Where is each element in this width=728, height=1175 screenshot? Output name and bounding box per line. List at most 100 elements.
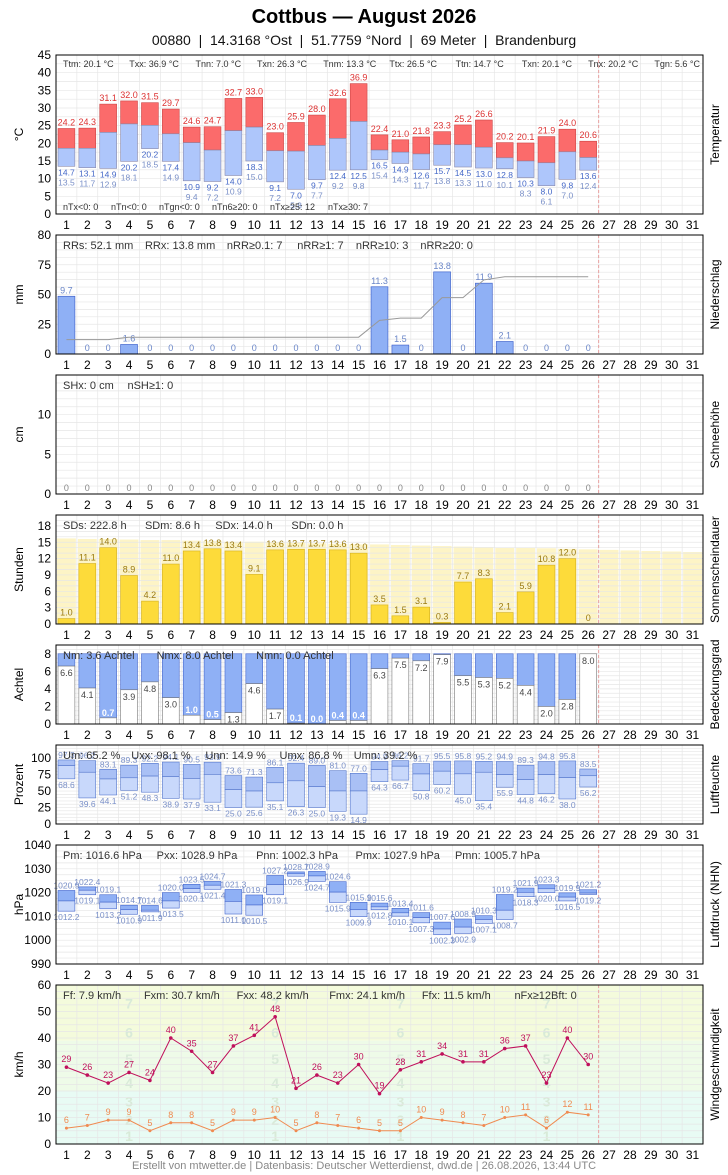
hum-upper-bar	[99, 768, 117, 780]
pres-xtick-label: 19	[435, 968, 449, 982]
sun-ytick-label: 3	[44, 601, 51, 615]
pres-upper-bar	[162, 892, 180, 902]
wind-bft-label: 2	[396, 1112, 404, 1128]
snow-label: 0	[460, 483, 465, 493]
temp-ytick-label: 0	[44, 207, 51, 221]
cloud-clear-bar	[475, 653, 493, 678]
pres-max-label: 1019.1	[95, 885, 121, 895]
hum-max-label: 91.7	[413, 754, 430, 764]
temp-max-label: 25.2	[454, 114, 472, 124]
sun-possible-bar	[390, 544, 410, 624]
hum-min-label: 14.9	[350, 815, 367, 825]
hum-lower-bar	[495, 774, 514, 788]
temp-stat: Ttx: 26.5 °C	[389, 59, 437, 69]
cloud-label: 3.9	[123, 692, 136, 702]
hum-min-label: 60.2	[434, 785, 451, 795]
pres-xtick-label: 21	[477, 968, 491, 982]
wind-xtick-label: 21	[477, 1148, 491, 1162]
pres-max-label: 1023.3	[533, 875, 559, 885]
hum-upper-bar	[412, 763, 430, 775]
temp-xtick-label: 30	[665, 218, 679, 232]
cloud-clear-bar	[370, 653, 389, 669]
hum-lower-bar	[370, 769, 389, 782]
wind-stat: nFx≥12Bft: 0	[514, 990, 576, 1002]
wind-ytick-label: 20	[38, 1084, 52, 1098]
wind-mean-point	[503, 1116, 507, 1119]
rain-stat: nRR≥0.1: 7	[227, 240, 283, 252]
temp-max-label: 33.0	[246, 86, 264, 96]
sun-bar	[224, 550, 243, 625]
cloud-label: 6.6	[60, 668, 73, 678]
wind-xtick-label: 4	[126, 1148, 133, 1162]
temp-max-label: 32.7	[225, 87, 243, 97]
wind-mean-label: 8	[168, 1110, 173, 1120]
rain-frame	[55, 234, 704, 355]
sun-ytick-label: 18	[38, 519, 52, 533]
pres-ytick-label: 1010	[24, 909, 51, 923]
pres-xtick-label: 7	[188, 968, 195, 982]
rain-xtick-label: 27	[602, 358, 616, 372]
temp-frame	[55, 54, 704, 215]
hum-ylabel: Prozent	[12, 763, 26, 805]
sun-label: 13.4	[183, 540, 201, 550]
pres-max-label: 1014.7	[116, 895, 142, 905]
rain-ylabel: mm	[12, 285, 26, 305]
hum-min-label: 35.1	[267, 802, 284, 812]
pres-stat: Pnn: 1002.3 hPa	[256, 850, 339, 862]
cloud-stat: Nmx: 8.0 Achtel	[157, 650, 234, 662]
temp-stat: Txn: 20.1 °C	[522, 59, 573, 69]
wind-gust-point	[168, 1036, 173, 1040]
temp-min-bar	[495, 157, 514, 170]
hum-max-label: 89.0	[309, 755, 326, 765]
hum-lower-bar	[182, 778, 201, 800]
rain-xtick-label: 2	[84, 358, 91, 372]
wind-gust-label: 24	[145, 1067, 155, 1077]
snow-label: 0	[565, 483, 570, 493]
wind-xtick-label: 27	[602, 1148, 616, 1162]
rain-xtick-label: 3	[105, 358, 112, 372]
cloud-xtick-label: 29	[644, 728, 658, 742]
sun-xtick-label: 26	[582, 628, 596, 642]
snow-label: 0	[168, 483, 173, 493]
rain-side-title: Niederschlag	[708, 259, 722, 329]
cloud-clear-bar	[391, 653, 410, 659]
pres-upper-bar	[475, 915, 493, 920]
wind-stat: Ffx: 11.5 km/h	[422, 990, 491, 1002]
pres-stat: Pxx: 1028.9 hPa	[157, 850, 239, 862]
hum-min-label: 56.2	[580, 788, 597, 798]
wind-mean-point	[273, 1116, 277, 1119]
temp-min-bar	[203, 149, 222, 182]
hum-upper-bar	[224, 775, 243, 790]
temp-ytick-label: 35	[38, 83, 52, 97]
temp-xtick-label: 1	[63, 218, 70, 232]
temp-tgn-label: 13.5	[58, 177, 75, 187]
pres-min-label: 1019.1	[262, 896, 288, 906]
rain-xtick-label: 10	[248, 358, 262, 372]
pres-min-label: 1019.1	[74, 896, 100, 906]
snow-xtick-label: 4	[126, 498, 133, 512]
snow-label: 0	[314, 483, 319, 493]
pres-xtick-label: 6	[167, 968, 174, 982]
pres-lower-bar	[579, 892, 597, 895]
pres-max-label: 1013.4	[387, 898, 413, 908]
temp-max-bar	[99, 103, 117, 133]
hum-xtick-label: 21	[477, 828, 491, 842]
snow-label: 0	[502, 483, 507, 493]
wind-mean-label: 11	[584, 1102, 593, 1112]
hum-upper-bar	[537, 761, 556, 775]
snow-label: 0	[231, 483, 236, 493]
temp-xtick-label: 16	[373, 218, 387, 232]
hum-xtick-label: 24	[540, 828, 554, 842]
sun-xtick-label: 21	[477, 628, 491, 642]
rain-xtick-label: 29	[644, 358, 658, 372]
cloud-xtick-label: 9	[230, 728, 237, 742]
pres-upper-bar	[349, 902, 368, 911]
hum-upper-bar	[287, 762, 305, 782]
snow-ylabel: cm	[12, 427, 26, 443]
hum-upper-bar	[141, 763, 159, 777]
hum-lower-bar	[579, 775, 597, 788]
wind-gust-label: 23	[103, 1070, 113, 1080]
pres-xtick-label: 13	[310, 968, 324, 982]
cloud-xtick-label: 20	[456, 728, 470, 742]
sun-possible-bar	[432, 546, 452, 624]
